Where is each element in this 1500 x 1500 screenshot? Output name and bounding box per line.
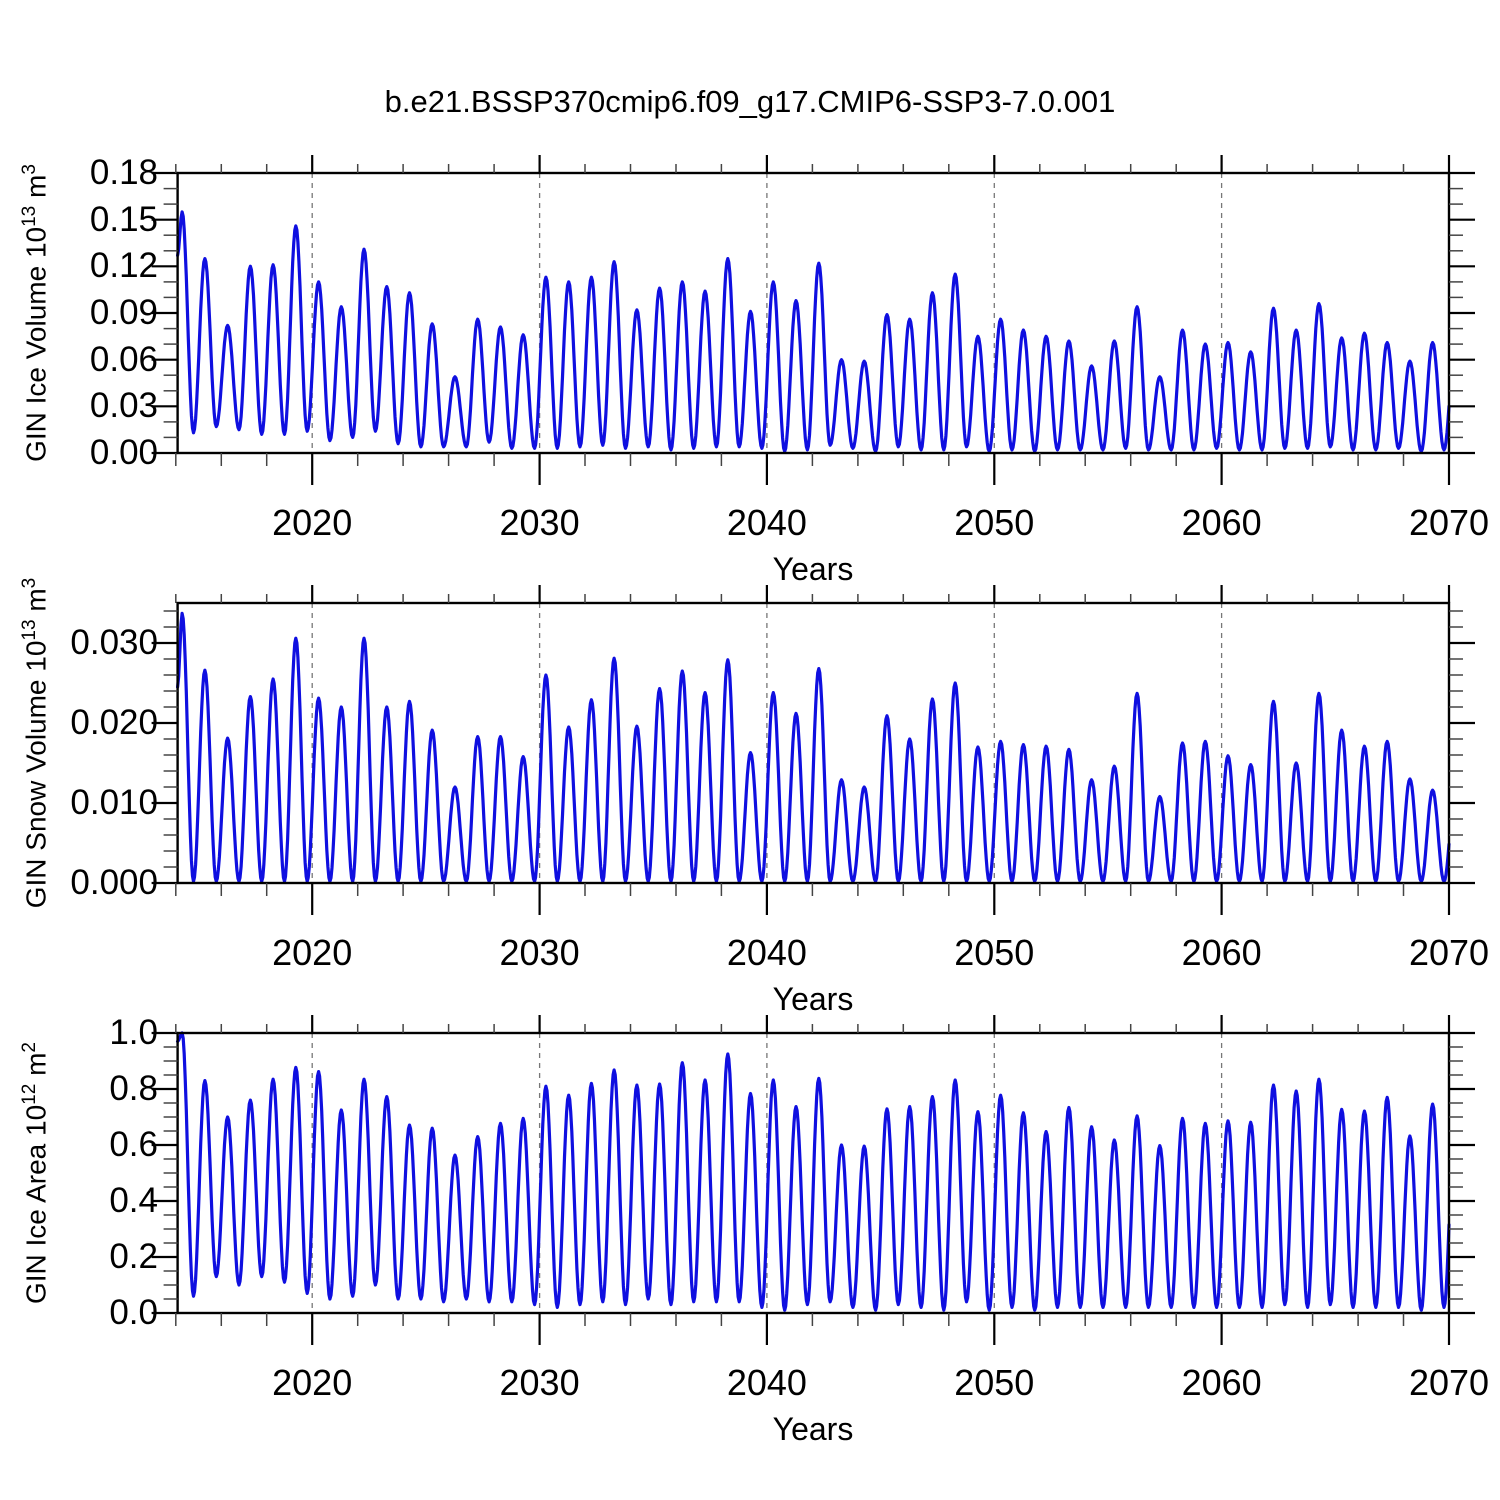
x-tick-label-ice-area: 2020 <box>272 1362 353 1403</box>
y-tick-label-ice-volume: 0.00 <box>89 433 158 472</box>
y-tick-label-ice-area: 0.4 <box>109 1181 158 1220</box>
y-tick-label-ice-area: 0.2 <box>109 1237 158 1276</box>
y-tick-label-ice-area: 1.0 <box>109 1013 158 1052</box>
x-tick-label-ice-volume: 2020 <box>272 502 353 543</box>
y-tick-label-ice-area: 0.8 <box>109 1069 158 1108</box>
x-tick-label-snow-volume: 2040 <box>726 932 807 973</box>
x-tick-label-ice-area: 2060 <box>1181 1362 1262 1403</box>
x-tick-label-ice-volume: 2060 <box>1181 502 1262 543</box>
y-axis-title-unit-exponent: 3 <box>19 577 40 589</box>
x-tick-label-ice-volume: 2040 <box>726 502 807 543</box>
y-tick-label-ice-volume: 0.15 <box>89 199 158 239</box>
y-tick-label-snow-volume: 0.020 <box>70 703 158 742</box>
y-axis-title-ice-area: GIN Ice Area 1012 m2 <box>7 853 53 1493</box>
y-tick-label-snow-volume: 0.000 <box>70 863 158 902</box>
series-line-ice-area <box>176 1031 1451 1312</box>
y-tick-label-ice-area: 0.0 <box>109 1293 158 1332</box>
x-tick-label-snow-volume: 2020 <box>272 932 353 973</box>
x-axis-title-years-panel3: Years <box>772 1411 854 1447</box>
y-tick-label-snow-volume: 0.010 <box>70 783 158 822</box>
x-tick-label-ice-area: 2050 <box>954 1362 1035 1403</box>
x-tick-label-snow-volume: 2070 <box>1408 932 1490 973</box>
x-tick-label-snow-volume: 2050 <box>954 932 1035 973</box>
x-axis-title-years-panel2: Years <box>772 981 854 1017</box>
x-tick-label-ice-area: 2070 <box>1408 1362 1490 1403</box>
x-tick-label-ice-volume: 2030 <box>499 502 580 543</box>
y-tick-label-ice-volume: 0.03 <box>89 386 158 426</box>
plot-frame-snow-volume <box>176 601 1451 885</box>
x-tick-label-ice-volume: 2050 <box>954 502 1035 543</box>
x-tick-label-snow-volume: 2060 <box>1181 932 1262 973</box>
x-tick-label-ice-volume: 2070 <box>1408 502 1490 543</box>
y-tick-label-ice-area: 0.6 <box>109 1125 158 1164</box>
y-tick-label-snow-volume: 0.030 <box>70 623 158 662</box>
x-tick-label-ice-area: 2030 <box>499 1362 580 1403</box>
y-axis-title-unit: m <box>20 588 52 620</box>
y-tick-label-ice-volume: 0.18 <box>89 153 158 192</box>
y-tick-label-ice-volume: 0.12 <box>89 246 158 286</box>
x-tick-label-snow-volume: 2030 <box>499 932 580 973</box>
y-tick-label-ice-volume: 0.06 <box>89 339 158 379</box>
y-tick-label-ice-volume: 0.09 <box>89 293 158 332</box>
x-tick-label-ice-area: 2040 <box>726 1362 807 1403</box>
x-axis-title-years-panel1: Years <box>772 551 854 587</box>
series-line-snow-volume <box>176 611 1451 884</box>
series-line-ice-volume <box>176 210 1451 453</box>
figure-title: b.e21.BSSP370cmip6.f09_g17.CMIP6-SSP3-7.… <box>384 84 1116 119</box>
